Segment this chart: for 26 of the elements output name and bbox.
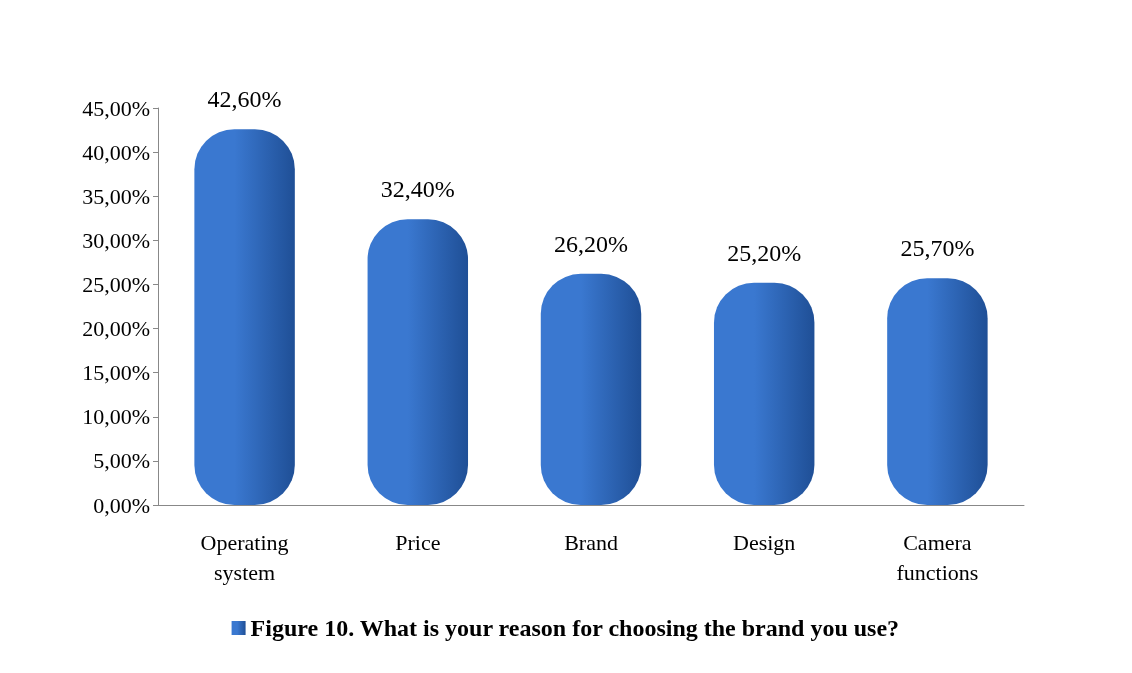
y-tick-label: 45,00% bbox=[82, 95, 150, 121]
legend-label: Figure 10. What is your reason for choosing the brand you use? bbox=[250, 615, 900, 641]
bar bbox=[713, 282, 815, 505]
bar bbox=[194, 129, 295, 505]
y-tick-label: 30,00% bbox=[82, 227, 150, 253]
y-tick-label: 0,00% bbox=[93, 492, 150, 518]
x-tick-label: Operating system bbox=[200, 529, 289, 585]
data-label: 42,60% bbox=[207, 86, 282, 113]
bar bbox=[540, 273, 642, 505]
y-tick-label: 25,00% bbox=[82, 271, 150, 297]
y-tick-label: 35,00% bbox=[82, 183, 150, 209]
data-label: 26,20% bbox=[554, 230, 628, 257]
y-tick-label: 40,00% bbox=[82, 139, 150, 165]
y-tick-label: 5,00% bbox=[93, 448, 150, 474]
data-label: 25,20% bbox=[727, 239, 802, 266]
bar bbox=[887, 278, 988, 505]
data-label: 32,40% bbox=[380, 176, 455, 203]
x-tick-label: Price bbox=[395, 529, 441, 555]
y-tick-label: 20,00% bbox=[82, 316, 150, 342]
bar bbox=[367, 219, 469, 505]
x-tick-label: Brand bbox=[564, 529, 618, 555]
x-tick-label: Camera functions bbox=[896, 529, 979, 585]
y-tick-label: 10,00% bbox=[82, 404, 150, 430]
y-tick-label: 15,00% bbox=[82, 360, 150, 386]
x-tick-label: Design bbox=[733, 529, 796, 555]
data-label: 25,70% bbox=[900, 235, 975, 262]
